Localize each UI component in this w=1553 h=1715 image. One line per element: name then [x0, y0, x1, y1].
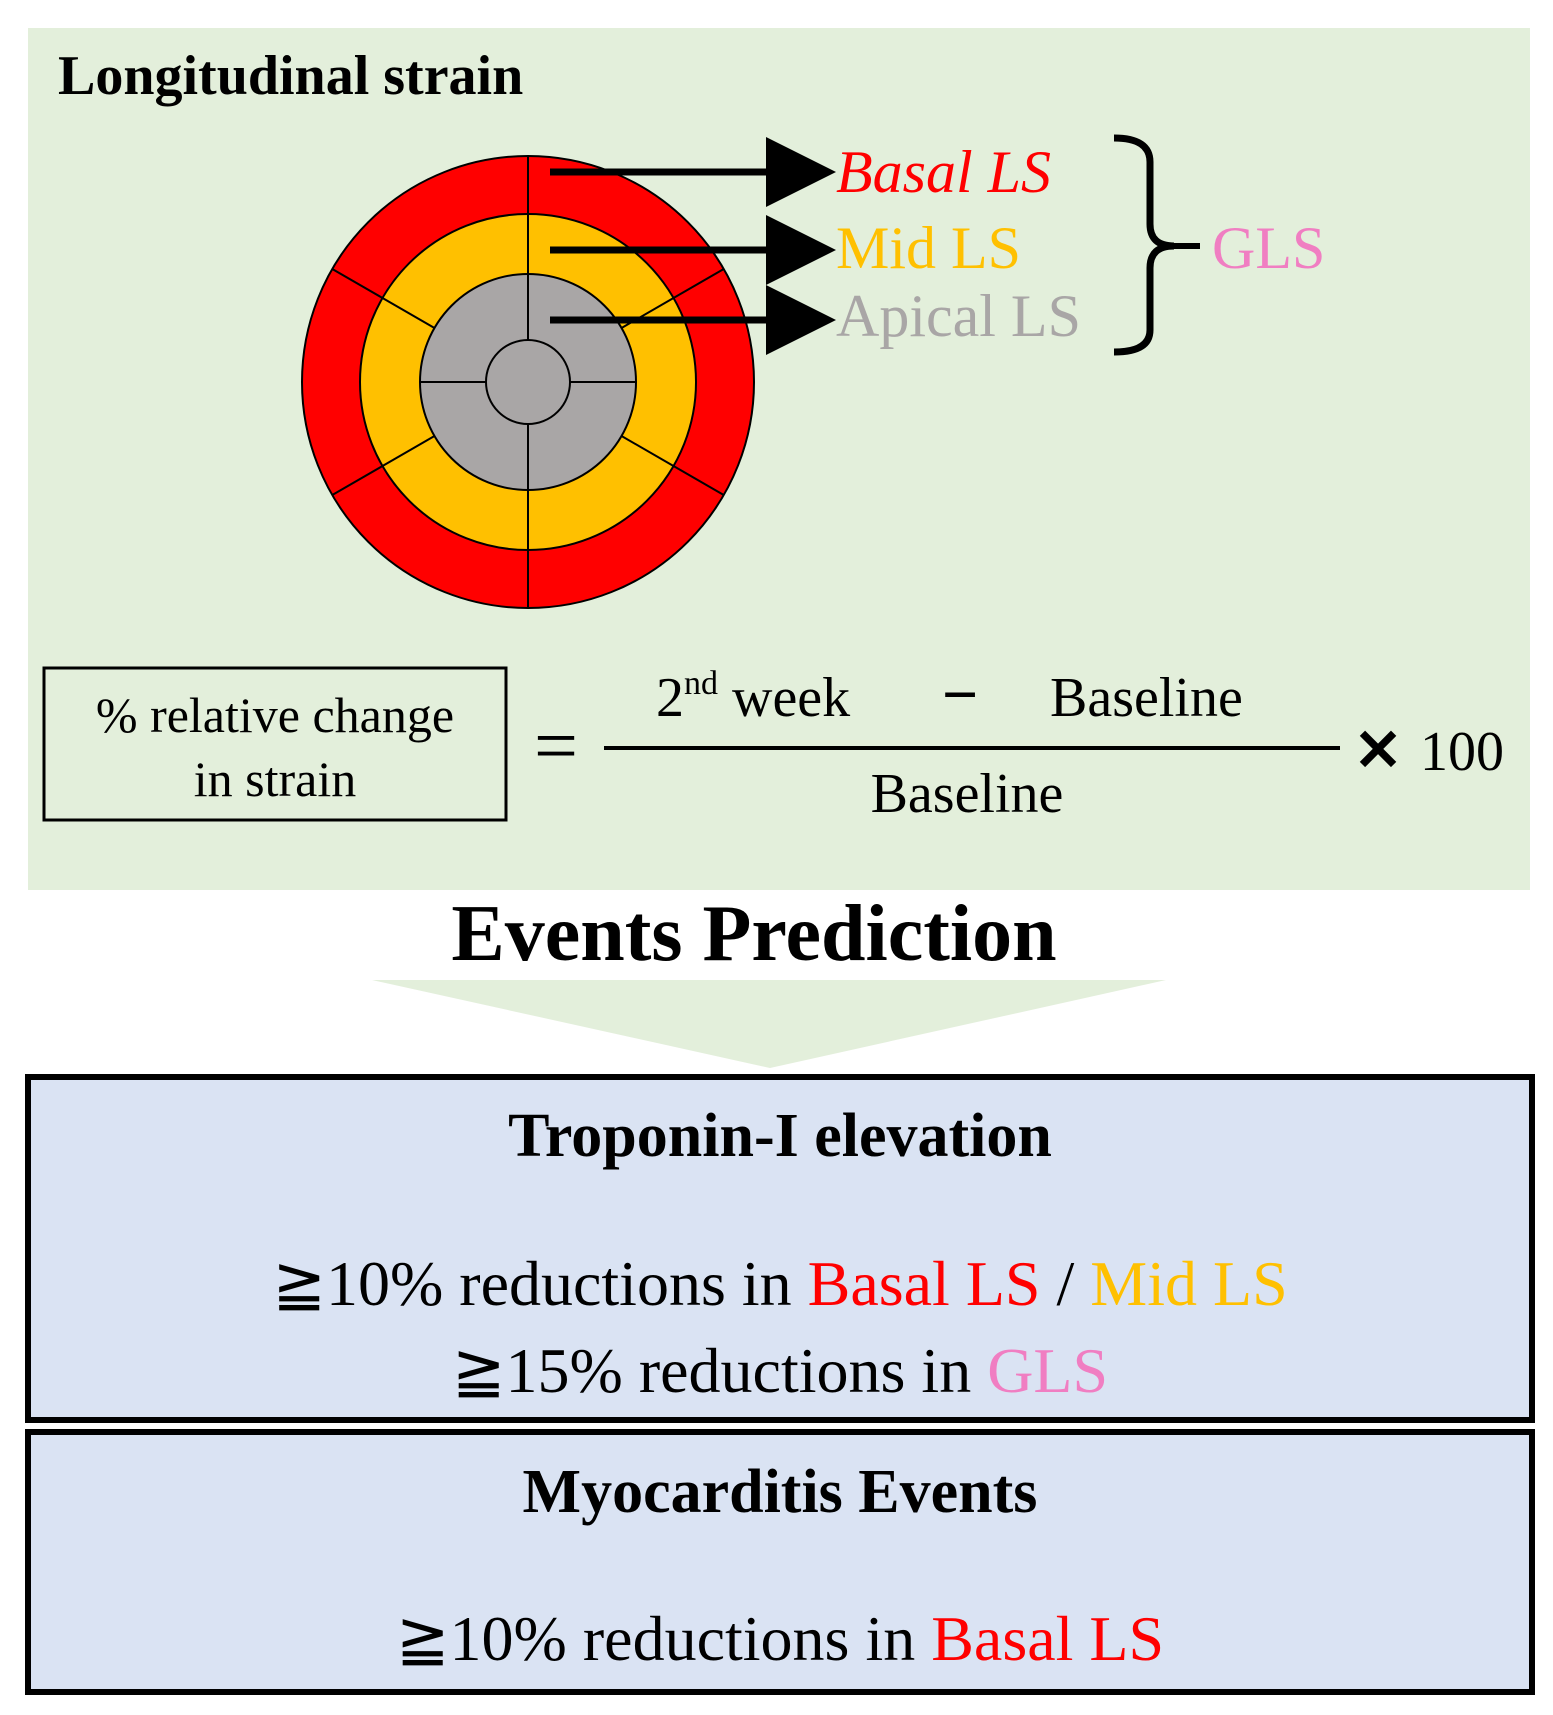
numerator-word: week: [718, 667, 850, 729]
troponin-title: Troponin-I elevation: [508, 1102, 1052, 1170]
basal-segment-divider: [672, 465, 725, 496]
troponin-line1-sep: /: [1041, 1248, 1091, 1319]
basal-segment-divider: [331, 268, 384, 299]
troponin-criteria-line1: ≧10% reductions in Basal LS / Mid LS: [272, 1248, 1287, 1319]
basal-ls-label: Basal LS: [836, 139, 1051, 205]
formula-minus: −: [942, 659, 978, 730]
apical-ls-label: Apical LS: [836, 283, 1081, 349]
myocarditis-line1-basal: Basal LS: [931, 1603, 1164, 1674]
events-prediction-title: Events Prediction: [451, 890, 1056, 978]
equals-sign: =: [534, 702, 578, 789]
formula-multiplier: 100: [1420, 721, 1504, 783]
troponin-box: [25, 1074, 1535, 1423]
formula-numerator-right: Baseline: [1050, 667, 1243, 729]
myocarditis-criteria-line1: ≧10% reductions in Basal LS: [396, 1603, 1164, 1674]
numerator-base: 2: [656, 667, 684, 729]
segment-dividers: [331, 156, 725, 608]
basal-segment-divider: [672, 268, 725, 299]
troponin-criteria-line2: ≧15% reductions in GLS: [452, 1335, 1108, 1406]
troponin-line2-gls: GLS: [987, 1335, 1108, 1406]
formula-numerator-left: 2nd week: [656, 665, 850, 729]
panel-title: Longitudinal strain: [58, 45, 523, 107]
basal-segment-divider: [331, 465, 384, 496]
mid-segment-divider: [382, 297, 435, 329]
troponin-line2-prefix: ≧15% reductions in: [452, 1335, 987, 1406]
mid-ls-label: Mid LS: [836, 215, 1021, 281]
formula-lhs-line1: % relative change: [96, 687, 454, 743]
myocarditis-line1-prefix: ≧10% reductions in: [396, 1603, 931, 1674]
bullseye-plot: [301, 155, 755, 609]
gls-label: GLS: [1212, 215, 1325, 281]
down-arrow-shape: [372, 980, 1166, 1068]
mid-segment-divider: [382, 435, 435, 467]
troponin-line1-mid: Mid LS: [1090, 1248, 1287, 1319]
formula-denominator: Baseline: [871, 763, 1064, 825]
troponin-line1-basal: Basal LS: [808, 1248, 1041, 1319]
times-sign: ✕: [1354, 718, 1403, 783]
myocarditis-box: [25, 1429, 1535, 1695]
troponin-line1-prefix: ≧10% reductions in: [272, 1248, 807, 1319]
myocarditis-title: Myocarditis Events: [523, 1458, 1038, 1526]
formula-lhs-line2: in strain: [194, 751, 356, 807]
numerator-sup: nd: [684, 665, 718, 702]
mid-segment-divider: [621, 435, 674, 467]
formula-lhs-box: [42, 666, 508, 822]
